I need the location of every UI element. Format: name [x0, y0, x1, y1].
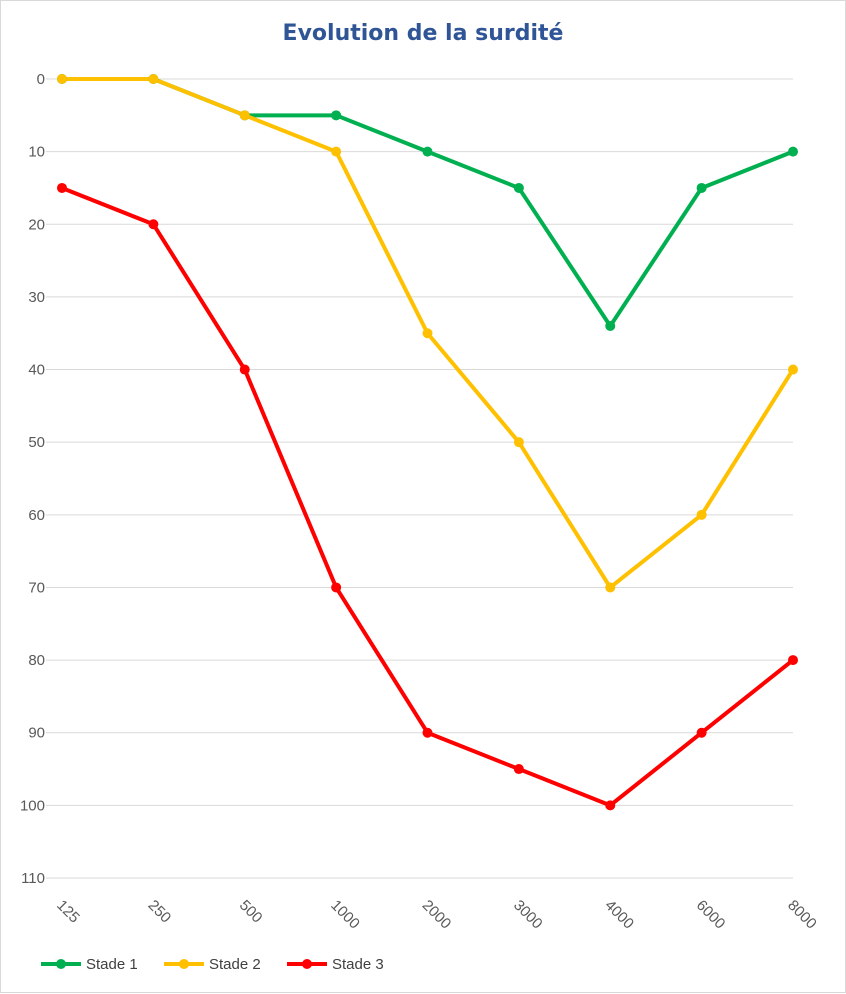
y-tick-label: 90 — [28, 725, 45, 742]
y-tick-label: 40 — [28, 362, 45, 379]
data-point — [239, 364, 250, 375]
series-line-stade-1 — [60, 77, 795, 328]
data-point — [788, 364, 798, 375]
y-tick-label: 10 — [28, 144, 45, 161]
y-tick-label: 20 — [28, 216, 45, 233]
data-point — [331, 146, 342, 157]
data-point — [331, 110, 342, 121]
x-tick-label: 125 — [53, 897, 83, 927]
x-tick-label: 6000 — [693, 897, 729, 933]
data-point — [605, 320, 616, 331]
y-tick-label: 110 — [21, 870, 45, 887]
y-tick-label: 60 — [28, 507, 45, 524]
chart-title: Evolution de la surdité — [282, 21, 564, 46]
data-point — [788, 655, 798, 666]
y-tick-label: 30 — [28, 289, 45, 306]
x-tick-label: 8000 — [784, 897, 820, 933]
legend-marker — [302, 959, 312, 969]
y-tick-label: 100 — [20, 797, 45, 814]
data-point — [788, 146, 798, 157]
data-point — [513, 182, 524, 193]
y-tick-label: 50 — [28, 434, 45, 451]
data-point — [605, 582, 616, 593]
data-point — [422, 146, 433, 157]
data-point — [605, 800, 616, 811]
data-point — [331, 582, 342, 593]
y-tick-label: 70 — [28, 579, 45, 596]
series-line-stade-3 — [60, 185, 795, 808]
data-point — [696, 727, 707, 738]
data-point — [57, 182, 67, 193]
data-point — [422, 328, 433, 339]
data-point — [696, 509, 707, 520]
data-point — [696, 182, 707, 193]
x-tick-label: 1000 — [327, 897, 363, 933]
x-tick-label: 4000 — [601, 897, 637, 933]
data-point — [239, 110, 250, 121]
legend-label: Stade 2 — [209, 956, 261, 973]
data-point — [148, 74, 159, 84]
data-point — [57, 74, 67, 84]
x-tick-label: 3000 — [510, 897, 546, 933]
x-tick-label: 2000 — [419, 897, 455, 933]
x-tick-label: 500 — [236, 897, 266, 927]
data-point — [513, 764, 524, 775]
data-point — [148, 219, 159, 230]
data-point — [422, 727, 433, 738]
data-point — [513, 437, 524, 448]
legend-label: Stade 1 — [86, 956, 138, 973]
legend-marker — [56, 959, 66, 969]
legend-label: Stade 3 — [332, 956, 384, 973]
legend-marker — [179, 959, 189, 969]
y-tick-label: 80 — [28, 652, 45, 669]
x-tick-label: 250 — [145, 897, 175, 927]
y-tick-label: 0 — [37, 71, 45, 88]
